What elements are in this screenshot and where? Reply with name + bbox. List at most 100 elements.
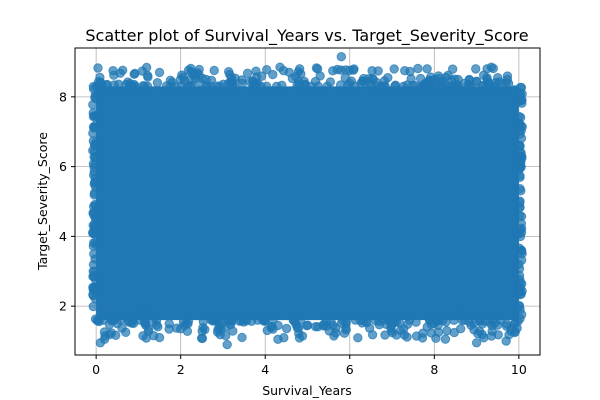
outlier-point	[336, 52, 347, 62]
scatter-point	[88, 290, 98, 301]
outlier-point	[108, 65, 118, 76]
scatter-point	[89, 146, 100, 156]
outlier-point	[433, 71, 444, 81]
scatter-point	[126, 315, 136, 326]
scatter-point	[89, 249, 99, 259]
outlier-point	[201, 74, 211, 85]
scatter-point	[318, 319, 329, 330]
x-tick-label: 2	[177, 362, 185, 377]
scatter-point	[89, 123, 99, 133]
scatter-point	[443, 70, 453, 81]
outlier-point	[142, 304, 152, 315]
scatter-point	[208, 316, 218, 326]
outlier-point	[93, 88, 103, 99]
y-tick-label: 2	[59, 299, 67, 314]
scatter-point	[248, 81, 258, 91]
scatter-point	[390, 81, 400, 91]
scatter-point	[302, 320, 313, 330]
outlier-point	[493, 72, 503, 83]
scatter-point	[88, 301, 98, 312]
scatter-point	[310, 321, 321, 332]
x-tick-label: 10	[511, 362, 527, 377]
scatter-point	[341, 325, 351, 335]
outlier-point	[509, 85, 520, 95]
scatter-point	[118, 65, 128, 76]
outlier-point	[129, 69, 139, 79]
scatter-point	[377, 81, 387, 91]
outlier-point	[175, 324, 186, 334]
outlier-point	[294, 79, 304, 90]
scatter-point	[411, 331, 422, 341]
y-tick-label: 4	[59, 229, 67, 244]
scatter-point	[256, 71, 267, 81]
outlier-point	[383, 72, 393, 83]
scatter-point	[170, 81, 180, 92]
scatter-point	[367, 65, 377, 76]
scatter-point	[268, 324, 278, 334]
scatter-point	[516, 255, 527, 265]
scatter-point	[515, 184, 525, 194]
scatter-point	[440, 334, 451, 344]
scatter-point	[284, 67, 294, 78]
scatter-point	[252, 315, 263, 325]
outlier-point	[471, 76, 482, 86]
scatter-point	[332, 64, 343, 75]
outlier-point	[486, 62, 497, 72]
scatter-point	[449, 327, 459, 338]
scatter-point	[486, 331, 497, 341]
scatter-point	[212, 81, 222, 91]
outlier-point	[222, 339, 232, 350]
scatter-point	[438, 315, 448, 326]
scatter-point	[514, 263, 525, 274]
outlier-point	[471, 338, 482, 348]
outlier-point	[180, 76, 190, 86]
chart-title: Scatter plot of Survival_Years vs. Targe…	[85, 26, 528, 46]
scatter-point	[516, 211, 527, 222]
plot-area	[88, 52, 527, 350]
outlier-point	[239, 315, 249, 325]
scatter-point	[353, 333, 363, 343]
outlier-point	[501, 336, 511, 346]
outlier-point	[349, 64, 359, 74]
scatter-point	[516, 246, 527, 256]
outlier-point	[275, 62, 285, 72]
outlier-point	[273, 334, 283, 345]
dense-point-cloud	[96, 86, 519, 321]
scatter-point	[515, 129, 525, 139]
scatter-point	[164, 319, 174, 329]
outlier-point	[463, 79, 473, 90]
scatter-point	[501, 78, 511, 89]
ticks: 0 2 4 6 8 10 2 4 6 8	[59, 89, 527, 377]
scatter-point	[403, 319, 413, 329]
scatter-point	[212, 327, 223, 337]
scatter-point	[515, 197, 525, 208]
scatter-point	[415, 73, 426, 84]
axes-frame	[74, 47, 541, 356]
scatter-point	[515, 304, 525, 315]
scatter-point	[335, 80, 346, 90]
scatter-point	[281, 323, 292, 334]
scatter-point	[151, 320, 162, 330]
scatter-point	[277, 80, 287, 90]
scatter-point	[91, 214, 101, 224]
scatter-point	[237, 332, 247, 343]
scatter-point	[198, 322, 208, 333]
scatter-point	[516, 96, 526, 106]
scatter-point	[293, 323, 304, 333]
outlier-point	[99, 334, 110, 345]
y-axis-label: Target_Severity_Score	[35, 132, 50, 271]
outlier-point	[459, 310, 469, 320]
scatter-point	[88, 136, 99, 146]
scatter-point	[209, 65, 219, 76]
scatter-point	[510, 327, 520, 338]
scatter-point	[514, 119, 524, 129]
scatter-point	[90, 237, 101, 247]
scatter-point	[138, 81, 148, 91]
scatter-point	[138, 331, 148, 341]
scatter-point	[367, 330, 378, 340]
scatter-point	[88, 108, 98, 118]
outlier-point	[121, 327, 131, 338]
outlier-point	[315, 71, 325, 81]
scatter-point	[322, 81, 332, 92]
scatter-point	[152, 78, 163, 88]
